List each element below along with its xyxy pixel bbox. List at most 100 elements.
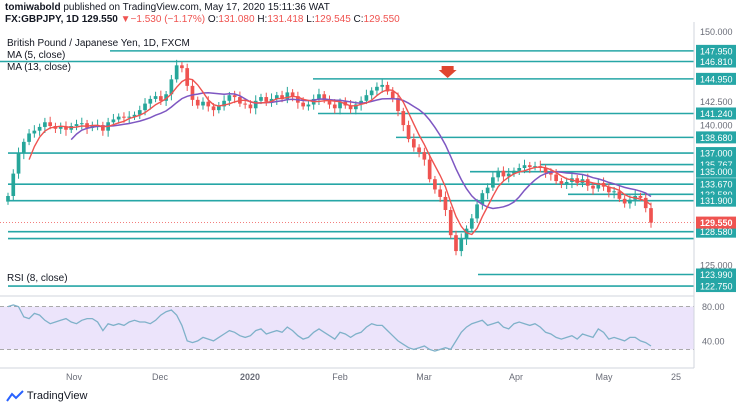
candle-body — [606, 186, 611, 193]
candle-body — [375, 86, 379, 91]
candle-body — [306, 104, 311, 107]
candle — [596, 178, 601, 192]
candle — [564, 177, 569, 189]
time-tick-label: Mar — [416, 372, 432, 382]
candle-body — [527, 165, 532, 168]
candle-body — [222, 100, 226, 107]
candle — [253, 95, 258, 115]
level-label: 137.000 — [700, 149, 733, 159]
symbol-label: FX:GBPJPY, 1D — [5, 14, 79, 25]
candle — [364, 89, 369, 105]
level-label: 128.580 — [700, 227, 733, 237]
candle — [222, 95, 226, 111]
candle-body — [11, 173, 16, 196]
candle-body — [506, 173, 511, 177]
level-label: 133.670 — [700, 180, 733, 190]
candle — [517, 163, 522, 175]
candle-body — [32, 130, 37, 134]
high-label: H: — [257, 14, 268, 25]
candle-body — [501, 170, 506, 177]
instrument-legend: British Pound / Japanese Yen, 1D, FXCM — [7, 38, 190, 49]
candle — [148, 95, 153, 110]
candle-body — [317, 94, 321, 99]
candle — [649, 202, 653, 228]
candle-body — [285, 92, 290, 99]
candle-body — [596, 182, 601, 189]
rsi-line-path — [7, 304, 652, 352]
candle-body — [369, 90, 374, 96]
candles — [6, 59, 653, 257]
level-label-box — [696, 178, 736, 191]
candle-body — [259, 97, 263, 101]
candle-body — [21, 141, 26, 154]
candle-body — [533, 166, 537, 168]
candle-body — [454, 235, 458, 252]
candle-body — [643, 197, 648, 209]
candle-body — [628, 199, 632, 204]
candle-body — [554, 174, 558, 182]
level-label: 123.990 — [700, 270, 733, 280]
candle — [306, 101, 311, 111]
candle-body — [464, 228, 469, 239]
level-label: 146.810 — [700, 57, 733, 67]
brand-name: TradingView — [26, 390, 88, 402]
candle — [527, 161, 532, 174]
candle — [243, 100, 248, 109]
candle — [132, 111, 137, 120]
candle — [622, 195, 627, 208]
candle-body — [280, 95, 284, 99]
price-tick-label: 140.000 — [700, 121, 733, 131]
candle-body — [64, 126, 68, 130]
candle-body — [158, 96, 163, 101]
open-label: O: — [207, 14, 219, 25]
candle-body — [517, 168, 522, 171]
level-label-box — [696, 44, 736, 57]
candle-body — [227, 95, 232, 101]
candle — [195, 96, 200, 109]
candle-body — [206, 101, 211, 107]
tradingview-logo[interactable]: TradingView — [6, 390, 87, 402]
ma5-legend: MA (5, close) — [7, 50, 65, 61]
open-value: 131.080 — [218, 14, 255, 25]
candle-body — [290, 92, 295, 97]
candle — [127, 111, 132, 124]
candle-body — [575, 178, 580, 183]
moving-averages — [28, 66, 652, 236]
candle-body — [211, 106, 216, 111]
candle-body — [469, 218, 474, 229]
time-tick-label: Dec — [152, 372, 169, 382]
candle-body — [164, 94, 168, 101]
candle-body — [638, 196, 643, 198]
candle — [475, 198, 479, 223]
candle-body — [496, 170, 501, 178]
candle — [232, 90, 237, 104]
candle — [74, 119, 79, 131]
candle — [369, 87, 374, 100]
candle — [16, 147, 21, 179]
candle-body — [48, 122, 53, 126]
candle-body — [274, 95, 279, 99]
candle — [443, 191, 448, 217]
candle — [201, 97, 205, 110]
level-label: 135.000 — [700, 167, 733, 177]
candle — [153, 91, 158, 103]
candle-body — [101, 125, 105, 131]
candle-body — [232, 95, 237, 98]
candle — [216, 102, 221, 114]
candle-body — [649, 208, 653, 223]
candle — [385, 81, 390, 95]
candle-body — [380, 84, 385, 87]
symbol-line: FX:GBPJPY, 1D 129.550 ▼−1.530 (−1.17%) O… — [5, 14, 400, 26]
candle — [438, 185, 443, 203]
candle-body — [111, 119, 116, 123]
candle-body — [116, 116, 121, 120]
candle-body — [137, 110, 142, 115]
candle — [264, 92, 269, 106]
candle-body — [448, 210, 453, 236]
author-name[interactable]: tomiwabold — [5, 2, 61, 13]
price-tick-label: 125.000 — [700, 261, 733, 271]
time-tick-label: Feb — [332, 372, 348, 382]
candle-body — [390, 91, 395, 98]
